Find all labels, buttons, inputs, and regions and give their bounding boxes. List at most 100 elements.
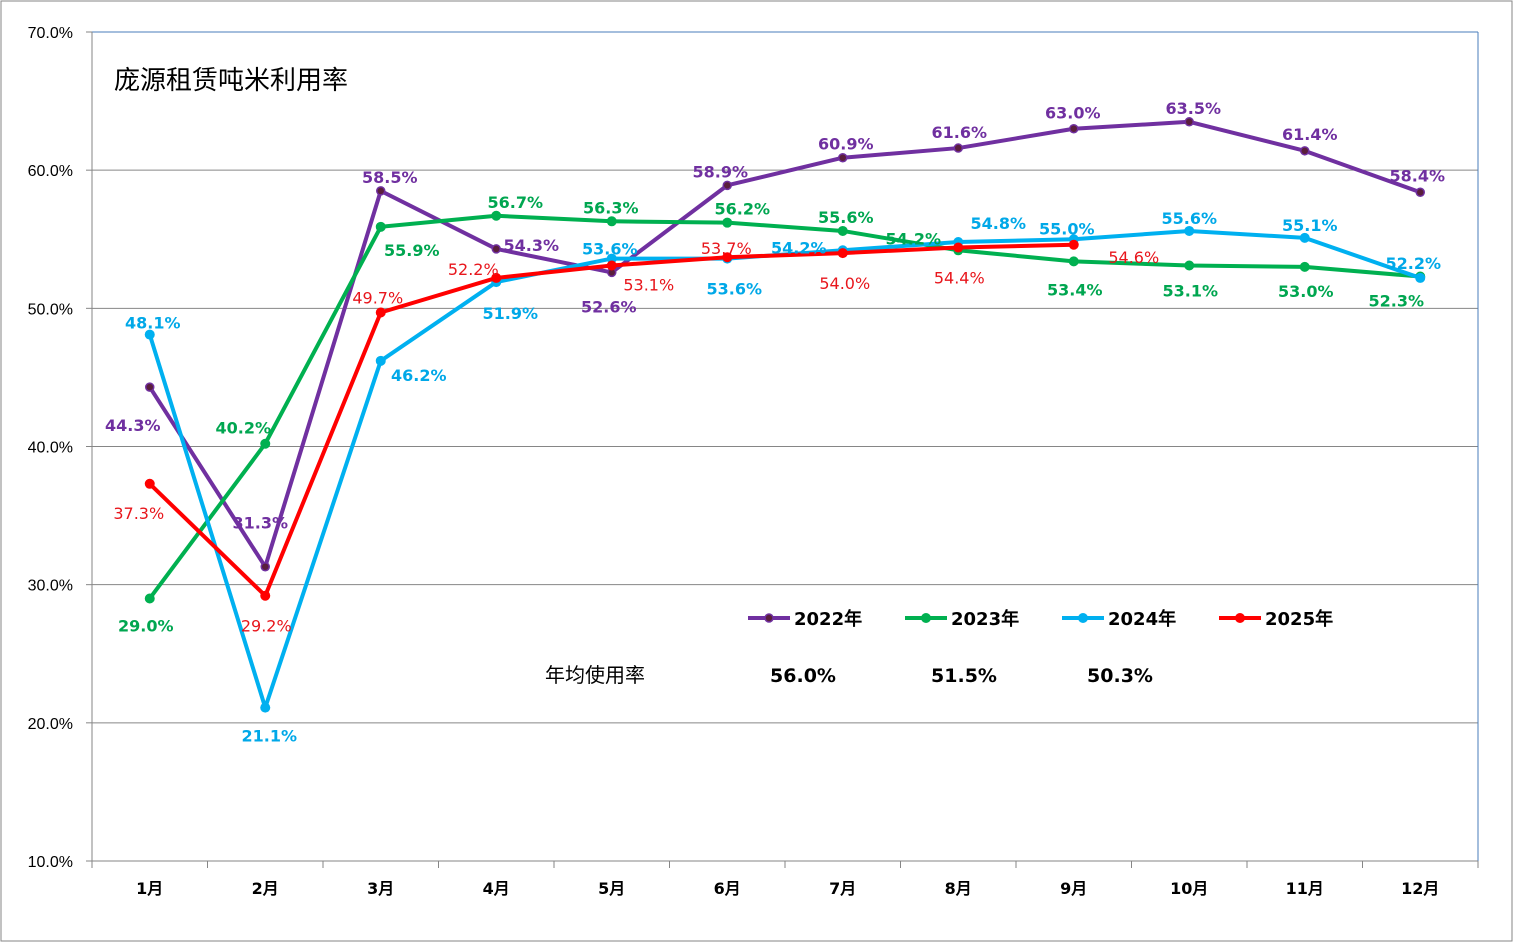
data-point (606, 216, 617, 227)
data-point (606, 260, 617, 271)
data-point (722, 252, 733, 263)
x-tick-label: 10月 (1170, 879, 1208, 898)
data-point (1415, 272, 1426, 283)
data-label: 53.1% (623, 276, 674, 295)
data-point (722, 217, 733, 228)
legend-label: 2024年 (1108, 608, 1176, 630)
data-label: 56.7% (487, 193, 543, 212)
data-label: 53.7% (701, 239, 752, 258)
x-tick-label: 7月 (829, 879, 856, 898)
x-tick-label: 9月 (1060, 879, 1087, 898)
data-label: 52.2% (448, 260, 499, 279)
legend: 2022年 2023年 2024年 2025年 (748, 608, 1333, 630)
data-label: 31.3% (232, 514, 288, 533)
y-tick-label: 70.0% (28, 25, 73, 42)
data-label: 58.9% (692, 162, 748, 181)
y-tick-label: 60.0% (28, 163, 73, 180)
data-point (260, 561, 270, 572)
chart-title: 庞源租赁吨米利用率 (114, 66, 348, 96)
data-point (953, 143, 963, 153)
data-label: 55.9% (384, 241, 440, 260)
data-label: 37.3% (113, 504, 164, 523)
data-point (144, 478, 155, 489)
data-label: 53.0% (1278, 282, 1334, 301)
data-point (491, 272, 502, 283)
data-label: 46.2% (391, 366, 447, 385)
data-label: 54.2% (771, 238, 827, 257)
data-label: 63.5% (1165, 99, 1221, 118)
data-point (722, 180, 732, 191)
data-label: 51.9% (482, 304, 538, 323)
data-point (145, 382, 155, 392)
data-label: 54.6% (1108, 248, 1159, 267)
data-label: 29.2% (241, 617, 292, 636)
data-label-layer: 44.3% 31.3% 58.5% 54.3% 52.6% 58.9% 60.9% 61.6%… (105, 99, 1445, 746)
data-label: 55.6% (1161, 209, 1217, 228)
data-point (1299, 261, 1310, 272)
data-label: 55.1% (1282, 216, 1338, 235)
data-label: 56.3% (583, 198, 639, 217)
annual-usage-value: 50.3% (1087, 665, 1153, 687)
data-label: 21.1% (241, 727, 297, 746)
data-point (1184, 225, 1195, 236)
data-point (260, 702, 271, 713)
series-layer (144, 117, 1426, 713)
data-point (1300, 146, 1310, 156)
data-label: 29.0% (118, 616, 174, 635)
data-label: 56.2% (714, 200, 770, 219)
data-point (1184, 117, 1194, 127)
annual-usage-value: 56.0% (770, 665, 836, 687)
data-point (491, 210, 502, 221)
data-point (838, 152, 848, 163)
data-label: 55.6% (818, 208, 874, 227)
data-label: 54.3% (503, 236, 559, 255)
data-label: 55.0% (1039, 219, 1095, 238)
legend-label: 2022年 (794, 608, 862, 630)
data-point (375, 307, 386, 318)
x-tick-label: 6月 (714, 879, 741, 898)
legend-label: 2025年 (1265, 608, 1333, 630)
data-point (375, 355, 386, 366)
data-label: 61.4% (1282, 125, 1338, 144)
data-point (260, 590, 271, 601)
y-tick-label: 30.0% (28, 578, 73, 595)
data-point (837, 225, 848, 236)
data-label: 54.0% (819, 274, 870, 293)
y-tick-label: 10.0% (28, 854, 73, 871)
series-2025年 (144, 239, 1079, 601)
data-label: 53.4% (1047, 280, 1103, 299)
x-tick-label: 3月 (367, 879, 394, 898)
legend-marker (921, 613, 931, 623)
legend-entry-2024年: 2024年 (1062, 608, 1176, 630)
x-tick-label: 11月 (1286, 879, 1324, 898)
data-point (1068, 256, 1079, 267)
data-label: 52.2% (1385, 254, 1441, 273)
legend-marker (1235, 613, 1245, 623)
legend-entry-2023年: 2023年 (905, 608, 1019, 630)
x-tick-label: 1月 (136, 879, 163, 898)
data-label: 53.1% (1162, 282, 1218, 301)
data-label: 53.6% (706, 280, 762, 299)
legend-label: 2023年 (951, 608, 1019, 630)
y-tick-label: 40.0% (28, 440, 73, 457)
data-point (491, 244, 501, 254)
x-tick-label: 8月 (945, 879, 972, 898)
data-label: 53.6% (582, 240, 638, 259)
series-line (147, 119, 1423, 569)
data-label: 48.1% (125, 314, 181, 333)
data-point (1069, 123, 1079, 134)
data-label: 63.0% (1045, 104, 1101, 123)
data-label: 52.6% (581, 297, 637, 316)
data-point (1184, 260, 1195, 271)
data-label: 40.2% (215, 419, 271, 438)
y-tick-label: 20.0% (28, 716, 73, 733)
data-point (1068, 239, 1079, 250)
data-label: 58.5% (362, 168, 418, 187)
x-tick-label: 5月 (598, 879, 625, 898)
data-point (606, 253, 617, 264)
data-label: 54.2% (885, 229, 941, 248)
series-2022年 (145, 117, 1425, 572)
data-label: 58.4% (1389, 166, 1445, 185)
